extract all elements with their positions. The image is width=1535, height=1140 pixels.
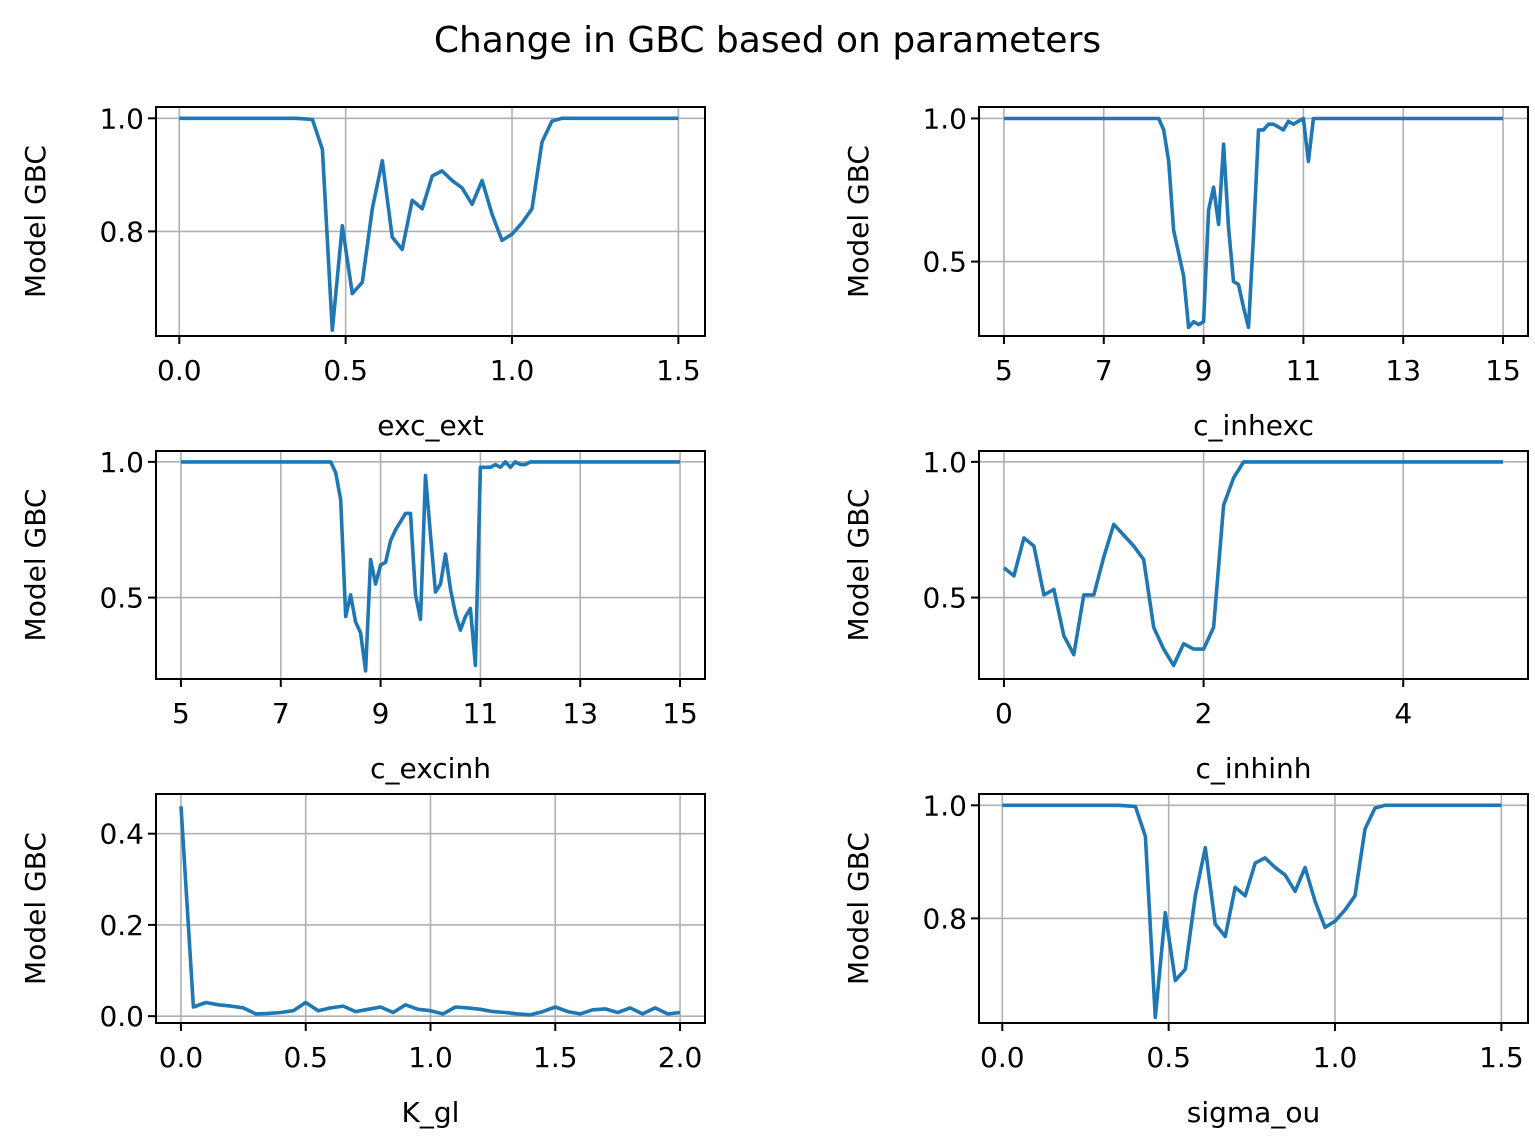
y-tick-label: 1.0 xyxy=(922,102,967,135)
y-axis-label: Model GBC xyxy=(19,832,52,985)
y-tick-label: 0.0 xyxy=(99,1000,144,1033)
x-tick-label: 0.5 xyxy=(323,354,368,387)
x-tick-label: 5 xyxy=(172,697,190,730)
x-axis-label: c_inhinh xyxy=(1196,752,1312,785)
y-tick-label: 0.8 xyxy=(99,215,144,248)
y-axis-label: Model GBC xyxy=(19,489,52,642)
subplot-4: 0 2 4 0.5 1.0 c_inhinh Model GBC xyxy=(842,446,1529,785)
x-tick-label: 1.0 xyxy=(1313,1041,1358,1074)
y-axis-label: Model GBC xyxy=(19,145,52,298)
x-tick-label: 15 xyxy=(1485,354,1521,387)
y-tick-label: 0.5 xyxy=(99,582,144,615)
x-tick-label: 4 xyxy=(1394,697,1412,730)
x-tick-label: 0.5 xyxy=(283,1041,328,1074)
series-line xyxy=(1002,460,1503,668)
y-tick-label: 1.0 xyxy=(922,446,967,479)
subplot-6: 0.0 0.5 1.0 1.5 0.8 1.0 sigma_ou Model GBC xyxy=(842,789,1529,1129)
x-tick-label: 1.5 xyxy=(533,1041,578,1074)
plot-frame xyxy=(978,106,1529,337)
subplot-5: 0.0 0.5 1.0 1.5 2.0 0.0 0.2 0.4 K_gl Model GBC xyxy=(19,793,706,1129)
y-tick-label: 0.8 xyxy=(922,902,967,935)
y-axis-label: Model GBC xyxy=(842,832,875,985)
x-tick-label: 0.0 xyxy=(980,1041,1025,1074)
series-line xyxy=(179,116,679,333)
x-axis-label: K_gl xyxy=(402,1096,460,1129)
y-tick-label: 0.2 xyxy=(99,909,144,942)
x-tick-label: 1.0 xyxy=(408,1041,453,1074)
x-tick-label: 1.5 xyxy=(656,354,701,387)
series-line xyxy=(1002,803,1502,1020)
x-tick-label: 0.5 xyxy=(1146,1041,1191,1074)
x-tick-label: 13 xyxy=(562,697,598,730)
x-axis-label: c_inhexc xyxy=(1193,409,1314,442)
x-tick-label: 1.0 xyxy=(490,354,535,387)
y-tick-label: 0.5 xyxy=(922,246,967,279)
y-tick-label: 1.0 xyxy=(99,102,144,135)
x-tick-label: 9 xyxy=(372,697,390,730)
y-tick-label: 1.0 xyxy=(922,789,967,822)
y-tick-label: 0.5 xyxy=(922,582,967,615)
x-tick-label: 0.0 xyxy=(159,1041,204,1074)
x-tick-label: 0.0 xyxy=(157,354,202,387)
x-axis-label: c_excinh xyxy=(370,752,491,785)
x-tick-label: 2 xyxy=(1195,697,1213,730)
x-tick-label: 7 xyxy=(272,697,290,730)
x-axis-label: sigma_ou xyxy=(1187,1096,1320,1129)
series-line xyxy=(181,460,680,673)
x-tick-label: 2.0 xyxy=(658,1041,703,1074)
series-line xyxy=(1004,116,1503,330)
x-tick-label: 5 xyxy=(995,354,1013,387)
y-axis-label: Model GBC xyxy=(842,489,875,642)
plot-frame xyxy=(978,450,1529,680)
series-line xyxy=(179,806,681,1017)
plot-frame xyxy=(155,106,706,337)
x-tick-label: 11 xyxy=(1286,354,1322,387)
figure-title: Change in GBC based on parameters xyxy=(433,20,1102,61)
x-tick-label: 15 xyxy=(662,697,698,730)
x-tick-label: 9 xyxy=(1195,354,1213,387)
y-axis-label: Model GBC xyxy=(842,145,875,298)
x-tick-label: 1.5 xyxy=(1479,1041,1524,1074)
plot-frame xyxy=(978,793,1529,1024)
y-tick-label: 0.4 xyxy=(99,818,144,851)
x-tick-label: 0 xyxy=(995,697,1013,730)
x-tick-label: 11 xyxy=(463,697,499,730)
x-axis-label: exc_ext xyxy=(377,409,484,442)
y-tick-label: 1.0 xyxy=(99,446,144,479)
x-tick-label: 13 xyxy=(1385,354,1421,387)
plot-frame xyxy=(155,450,706,680)
subplot-2: 5 7 9 11 13 15 0.5 1.0 c_inhexc Model GBC xyxy=(842,102,1529,442)
x-tick-label: 7 xyxy=(1095,354,1113,387)
subplot-3: 5 7 9 11 13 15 0.5 1.0 c_excinh Model GBC xyxy=(19,446,706,785)
